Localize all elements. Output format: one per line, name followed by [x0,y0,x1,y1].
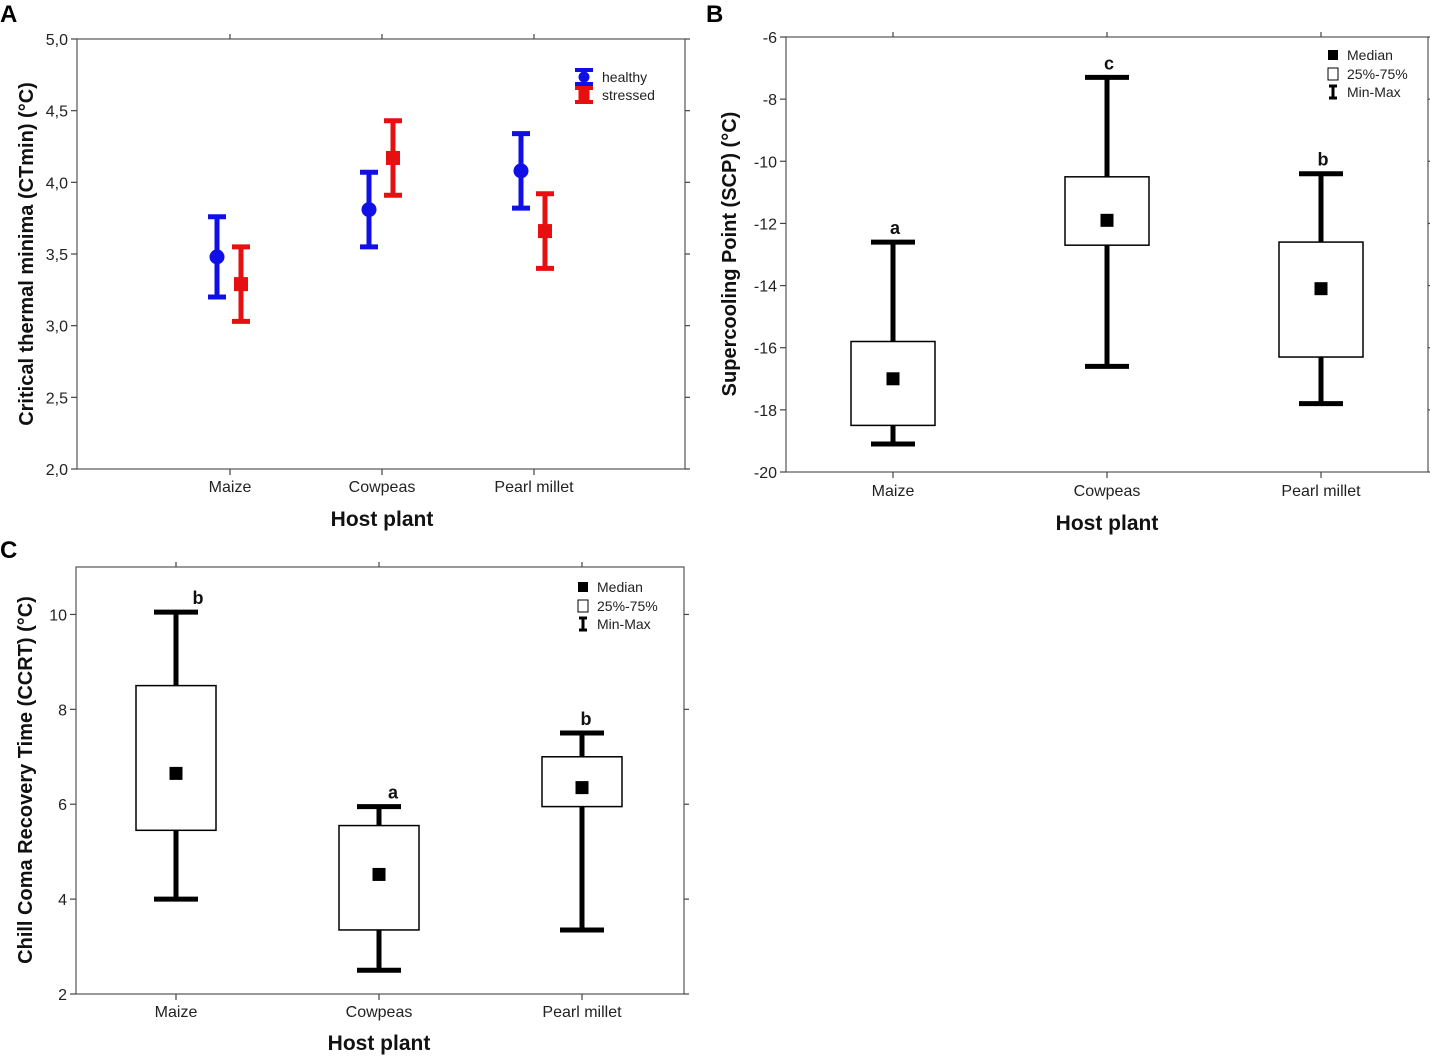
significance-letter: b [1318,150,1329,170]
legend-box-label: 25%-75% [1347,66,1408,82]
y-tick-label: 3,5 [46,247,68,264]
y-tick-label: 4,0 [46,175,68,192]
y-axis-title: Critical thermal minima (CTmin) (°C) [16,82,38,426]
y-tick-label: 2,0 [46,462,68,479]
mean-point-healthy [361,202,377,218]
x-tick-label: Maize [872,483,915,500]
y-tick-label: -12 [754,216,777,233]
panel-letter: B [706,1,723,28]
median-marker [886,372,900,386]
y-tick-label: -10 [754,154,777,171]
median-marker [1100,213,1114,227]
y-tick-label: -14 [754,279,777,296]
x-tick-label: Cowpeas [349,479,416,496]
median-marker [575,781,589,795]
x-tick-label: Pearl millet [542,1004,622,1021]
significance-letter: a [890,218,901,238]
legend-marker [578,89,590,101]
panel-letter: C [0,537,17,564]
x-axis-title: Host plant [1056,512,1159,535]
y-tick-label: 2,5 [46,390,68,407]
significance-letter: a [388,783,399,803]
iqr-box [135,684,217,832]
median-marker [1314,282,1328,296]
x-tick-label: Pearl millet [494,479,574,496]
y-tick-label: 3,0 [46,319,68,336]
y-tick-label: -18 [754,403,777,420]
plot-frame [75,566,685,995]
mean-point-stressed [386,150,400,165]
mean-point-healthy [209,249,225,265]
legend-marker [578,71,590,83]
y-tick-label: -8 [763,92,777,109]
x-tick-label: Cowpeas [346,1004,413,1021]
median-marker [372,867,386,881]
legend-box-swatch [1327,67,1339,81]
x-tick-label: Cowpeas [1074,483,1141,500]
legend-range-label: Min-Max [1347,84,1401,100]
legend-label: healthy [602,69,647,85]
legend-box-swatch [577,599,589,613]
legend-median-swatch [1328,50,1338,60]
y-axis-title: Supercooling Point (SCP) (°C) [719,112,741,397]
median-marker [169,766,183,780]
y-tick-label: 4 [58,892,67,909]
y-tick-label: 10 [49,607,67,624]
mean-point-stressed [234,277,248,292]
significance-letter: b [193,588,204,608]
y-tick-label: 4,5 [46,104,68,121]
significance-letter: b [581,709,592,729]
y-tick-label: -16 [754,341,777,358]
legend-median-swatch [578,582,588,592]
plot-frame [76,38,686,470]
mean-point-healthy [513,163,529,179]
y-tick-label: 5,0 [46,32,68,49]
y-tick-label: -20 [754,465,777,482]
panel-b: B -20 -18 -16 -14 -12 -10 -8 -6 Maize Cowpeas Pearl… [706,1,1430,535]
legend-median-label: Median [597,579,643,595]
panel-letter: A [0,1,17,28]
legend-range-label: Min-Max [597,616,651,632]
legend-box-label: 25%-75% [597,598,658,614]
iqr-box [1278,241,1364,358]
significance-letter: c [1104,53,1114,73]
x-tick-label: Pearl millet [1281,483,1361,500]
iqr-box [850,340,936,427]
panel-c: C 2 4 6 8 10 Maize Cowpeas Pearl millet Chill Com… [0,537,689,1055]
y-tick-label: 8 [58,702,67,719]
y-axis-title: Chill Coma Recovery Time (CCRT) (°C) [15,596,37,964]
y-tick-label: 2 [58,987,67,1004]
mean-point-stressed [538,224,552,239]
x-axis-title: Host plant [331,508,434,531]
x-tick-label: Maize [155,1004,198,1021]
iqr-box [1064,176,1150,246]
x-tick-label: Maize [209,479,252,496]
legend-label: stressed [602,87,655,103]
x-axis-title: Host plant [328,1032,431,1055]
panel-a: A 2,0 2,5 3,0 3,5 4,0 4,5 5,0 Maize Cowpeas Pearl … [0,1,690,531]
legend-median-label: Median [1347,47,1393,63]
y-tick-label: 6 [58,797,67,814]
y-tick-label: -6 [763,30,777,47]
